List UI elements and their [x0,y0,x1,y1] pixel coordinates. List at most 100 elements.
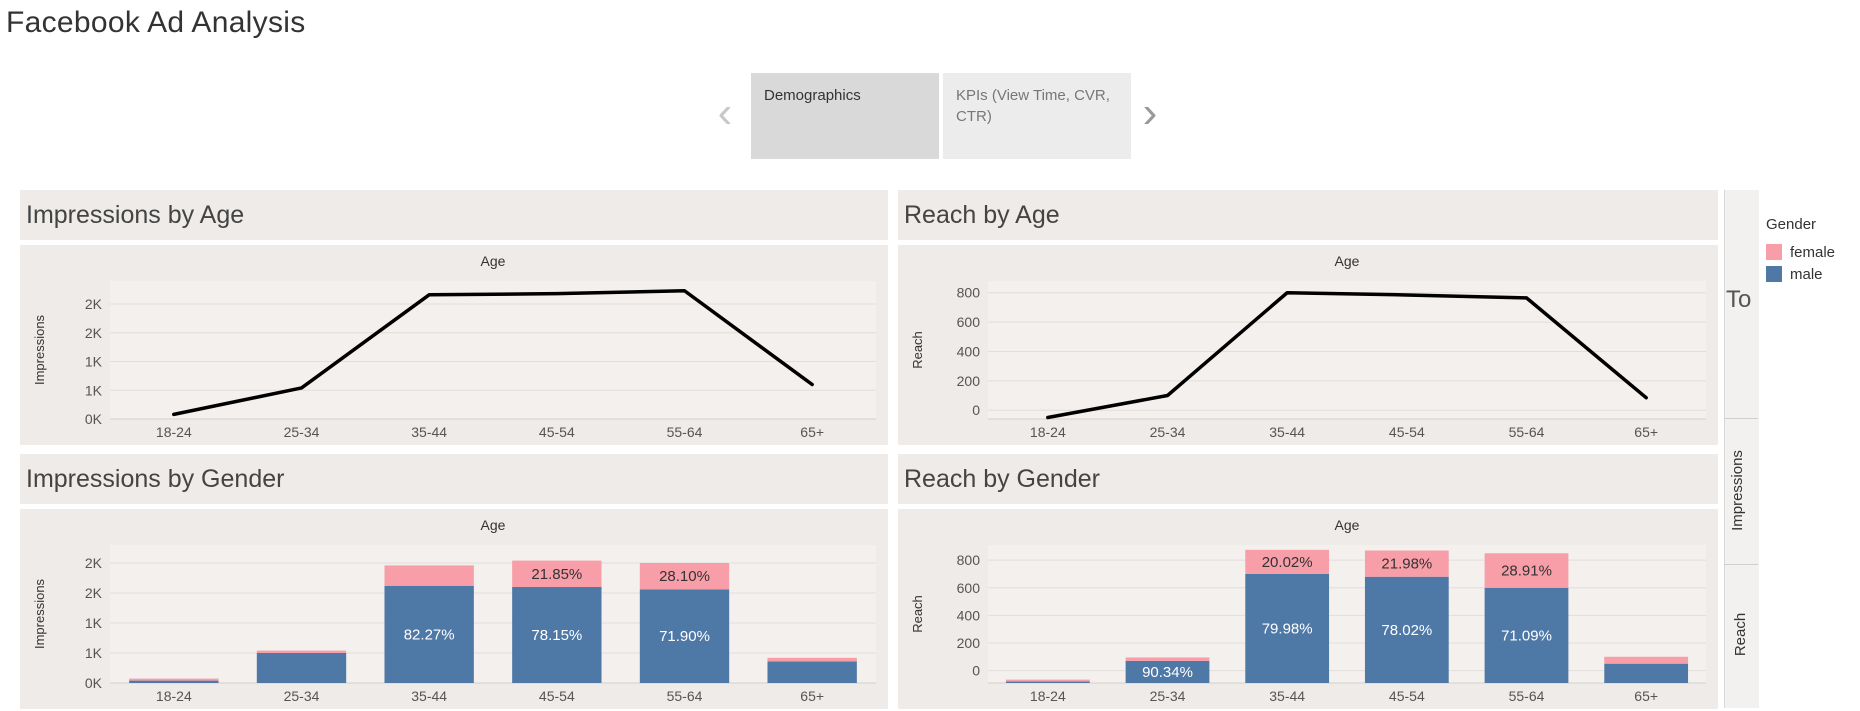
y-tick-label: 800 [957,285,981,301]
bar-male-45-54 [512,587,602,683]
reach-by-age-chart: Age Reach 0 200 400 600 800 18-24 25-34 35-44 45-5… [910,253,1706,440]
y-tick-label: 1K [85,382,103,398]
impressions-by-age-chart: Age Impressions 0K 1K 1K 2K 2K 18-24 25-34 35-44 4… [32,253,876,440]
x-tick-label: 18-24 [1030,688,1066,704]
story-next-arrow-icon[interactable]: › [1142,88,1158,137]
bar-female-65+ [767,657,857,662]
x-axis-title: Age [1335,517,1360,533]
side-label-impressions: Impressions [1728,450,1746,531]
story-prev-arrow-icon[interactable]: ‹ [717,88,733,137]
bar-male-18-24 [129,680,219,683]
legend-swatch-male [1766,266,1782,282]
data-label-female: 28.91% [1501,563,1552,580]
bar-female-65+ [1604,656,1689,664]
y-tick-label: 0K [85,411,103,427]
bar-male-55-64 [1484,587,1569,683]
plot-area [988,545,1706,683]
x-tick-label: 65+ [800,424,824,440]
side-clipped-title: To [1726,286,1752,313]
story-tab-demographics[interactable]: Demographics [751,73,939,159]
bar-female-25-34 [1125,657,1210,661]
y-tick-label: 0 [972,402,980,418]
bar-female-35-44 [384,565,474,586]
series-line [172,289,814,417]
story-tab-kpis[interactable]: KPIs (View Time, CVR, CTR) [943,73,1131,159]
y-axis-title: Reach [910,595,925,633]
panel-title-text: Impressions by Age [26,201,245,229]
gender-legend: Gender female male [1766,216,1835,285]
panel-title-text: Reach by Gender [904,465,1100,493]
y-axis-title: Impressions [32,314,47,385]
x-axis-title: Age [481,517,506,533]
y-tick-label: 800 [957,552,981,568]
legend-title: Gender [1766,216,1817,233]
y-tick-label: 2K [85,585,103,601]
x-tick-label: 65+ [1634,688,1658,704]
data-label-female: 21.98% [1381,556,1432,573]
x-tick-label: 18-24 [1030,424,1066,440]
data-label-male: 71.90% [659,628,710,645]
y-axis-title: Impressions [32,578,47,649]
bar-female-18-24 [129,678,219,681]
side-label-reach: Reach [1732,612,1750,657]
legend-item-male[interactable]: male [1766,263,1835,285]
x-tick-label: 18-24 [156,688,192,704]
x-tick-label: 25-34 [284,688,320,704]
x-tick-label: 65+ [800,688,824,704]
plot-area [110,281,876,419]
y-tick-label: 600 [957,314,981,330]
x-tick-label: 35-44 [411,688,447,704]
data-label-female: 21.85% [531,566,582,583]
data-label-male: 71.09% [1501,627,1552,644]
bar-female-25-34 [256,650,347,653]
bar-male-65+ [767,661,857,683]
bar-male-35-44 [1245,573,1330,683]
x-tick-label: 25-34 [1150,424,1186,440]
x-tick-label: 35-44 [1269,688,1305,704]
panel-title-text: Impressions by Gender [26,465,285,493]
x-axis-title: Age [1335,253,1360,269]
impressions-by-gender-chart: Age Impressions 0K 1K 1K 2K 2K 18-24 25-34 35-44 4… [32,517,876,704]
bar-male-18-24 [1005,681,1090,683]
x-tick-label: 55-64 [1509,424,1545,440]
bar-male-55-64 [639,589,730,683]
series-line [1046,290,1648,420]
page-title: Facebook Ad Analysis [6,6,306,39]
x-tick-label: 55-64 [1509,688,1545,704]
bar-female-18-24 [1005,679,1090,682]
x-tick-label: 25-34 [284,424,320,440]
bar-female-55-64 [1484,553,1569,588]
y-axis-title: Reach [910,331,925,369]
y-tick-label: 200 [957,635,981,651]
y-tick-label: 400 [957,343,981,359]
y-tick-label: 0 [972,663,980,679]
data-label-male: 79.98% [1262,620,1313,637]
data-label-male: 90.34% [1142,664,1193,681]
data-label-male: 82.27% [404,626,455,643]
y-tick-label: 200 [957,373,981,389]
bar-female-45-54 [1364,550,1449,577]
panel-title-impressions-by-age: Impressions by Age [20,190,888,240]
x-tick-label: 45-54 [539,424,575,440]
reach-by-gender-chart: Age Reach 0 200 400 600 800 18-24 25-34 35-44 45-5… [910,517,1706,704]
plot-area [110,545,876,683]
x-tick-label: 45-54 [539,688,575,704]
data-label-female: 28.10% [659,568,710,585]
bar-male-45-54 [1364,576,1449,683]
panel-title-impressions-by-gender: Impressions by Gender [20,454,888,504]
plot-area [988,281,1706,419]
legend-label-female: female [1790,243,1836,261]
x-tick-label: 55-64 [667,424,703,440]
bar-male-35-44 [384,585,474,683]
y-tick-label: 2K [85,296,103,312]
y-tick-label: 400 [957,607,981,623]
x-tick-label: 45-54 [1389,424,1425,440]
x-tick-label: 35-44 [411,424,447,440]
y-tick-label: 1K [85,645,103,661]
side-panel [1724,190,1759,708]
legend-item-female[interactable]: female [1766,241,1835,263]
x-tick-label: 45-54 [1389,688,1425,704]
bar-female-55-64 [639,563,730,590]
x-tick-label: 35-44 [1269,424,1305,440]
legend-label-male: male [1790,265,1823,283]
